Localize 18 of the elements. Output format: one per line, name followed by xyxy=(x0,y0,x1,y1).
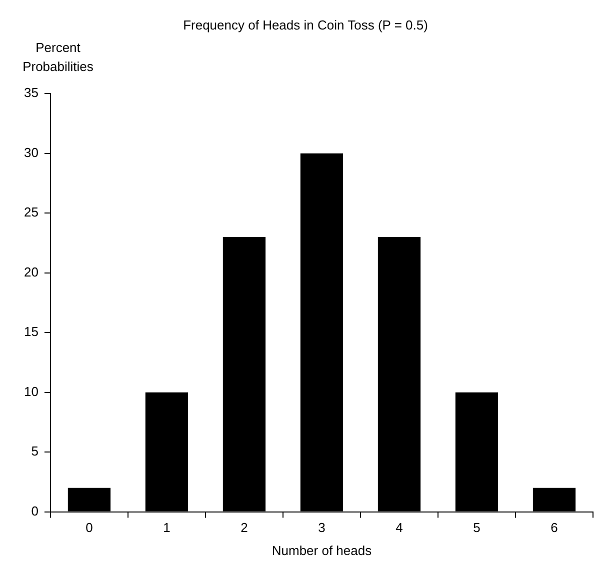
x-tick-label: 1 xyxy=(163,520,170,536)
y-tick-label: 0 xyxy=(31,503,38,518)
x-tick-label: 3 xyxy=(318,520,326,536)
y-tick-label: 15 xyxy=(24,324,38,340)
y-tick-label: 20 xyxy=(24,264,38,280)
x-tick-label: 2 xyxy=(240,520,248,536)
y-tick-label: 10 xyxy=(24,384,38,399)
y-axis-title: Percent Probabilities xyxy=(22,39,94,76)
x-tick-label: 4 xyxy=(396,520,403,536)
x-tick-label: 5 xyxy=(473,520,480,536)
x-tick-label: 6 xyxy=(550,520,558,536)
x-axis-title: Number of heads xyxy=(272,542,372,558)
y-tick-label: 25 xyxy=(24,204,38,220)
x-tick-label: 0 xyxy=(86,520,93,536)
chart-title: Frequency of Heads in Coin Toss (P = 0.5) xyxy=(183,17,428,32)
y-tick-label: 30 xyxy=(24,144,38,160)
y-tick-label: 35 xyxy=(24,85,38,100)
y-tick-label: 5 xyxy=(31,444,38,459)
